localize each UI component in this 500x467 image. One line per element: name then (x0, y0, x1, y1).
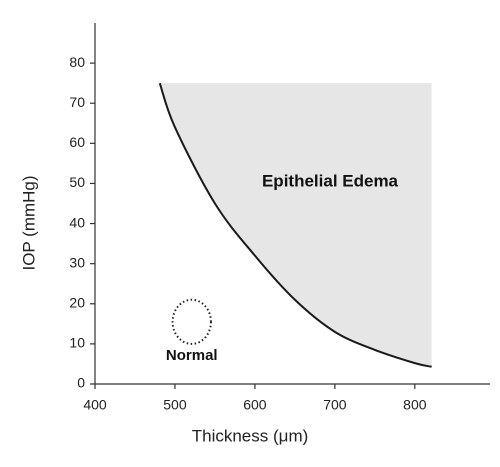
y-tick-label: 50 (69, 174, 85, 190)
x-axis-label: Thickness (μm) (192, 426, 309, 445)
x-tick-label: 500 (163, 397, 187, 413)
y-tick-label: 70 (69, 94, 85, 110)
x-tick-label: 400 (83, 397, 107, 413)
normal-region (171, 298, 212, 345)
y-tick-label: 60 (69, 134, 85, 150)
y-tick-label: 20 (69, 294, 85, 310)
normal-label: Normal (166, 347, 218, 364)
curve (158, 82, 432, 368)
shaded-region (159, 83, 432, 367)
y-tick-label: 0 (77, 375, 85, 391)
y-tick-label: 40 (69, 214, 85, 230)
x-tick-label: 600 (243, 397, 267, 413)
y-tick-label: 80 (69, 54, 85, 70)
x-tick-label: 800 (403, 397, 427, 413)
x-tick-label: 700 (323, 397, 347, 413)
y-tick-label: 10 (69, 335, 85, 351)
y-tick-label: 30 (69, 254, 85, 270)
y-axis-label: IOP (mmHg) (19, 175, 38, 270)
region-label: Epithelial Edema (262, 171, 399, 190)
